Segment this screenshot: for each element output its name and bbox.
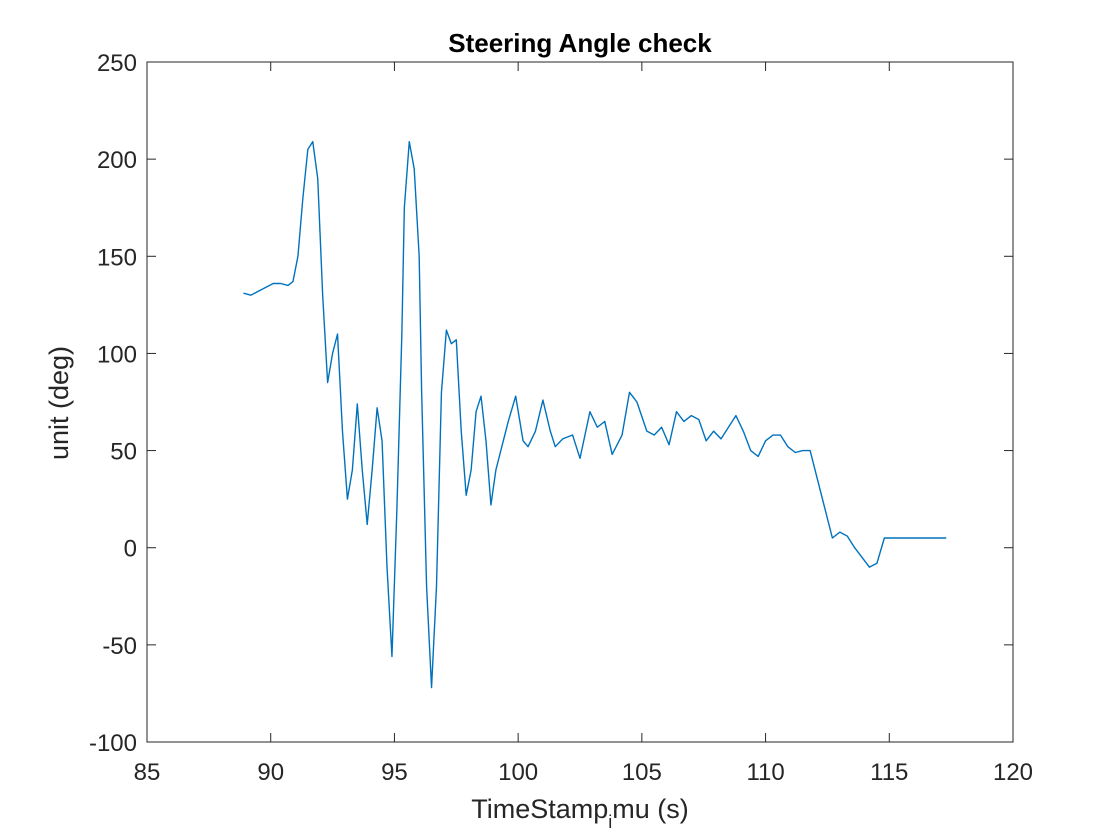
- axes: [146, 61, 1014, 743]
- x-tick-label: 110: [746, 759, 784, 786]
- axes-box: [146, 61, 1014, 743]
- x-tick-label: 120: [993, 759, 1033, 786]
- tick-labels: 85 90 95 100 105 110 115 120 -100 -50 0 50 100 150 200…: [89, 50, 1033, 786]
- y-tick-label: 250: [97, 50, 137, 77]
- y-tick-label: 150: [97, 244, 137, 271]
- x-tick-label: 85: [134, 759, 161, 786]
- x-tick-label: 100: [498, 759, 538, 786]
- x-axis-label: TimeStampimu (s): [471, 794, 689, 832]
- y-tick-label: 50: [110, 439, 137, 466]
- x-axis-label-main: TimeStamp: [471, 794, 608, 824]
- y-tick-label: 100: [97, 341, 137, 368]
- x-tick-label: 90: [257, 759, 284, 786]
- chart-title: Steering Angle check: [448, 28, 712, 58]
- y-tick-label: 200: [97, 147, 137, 174]
- x-tick-label: 105: [622, 759, 662, 786]
- y-tick-label: -100: [89, 730, 137, 757]
- x-axis-label-rest: mu (s): [612, 794, 689, 824]
- y-tick-label: 0: [124, 536, 137, 563]
- x-tick-label: 95: [381, 759, 408, 786]
- y-tick-label: -50: [102, 633, 137, 660]
- y-axis-label: unit (deg): [44, 346, 74, 460]
- x-tick-label: 115: [870, 759, 908, 786]
- data-series-line-0: [243, 140, 947, 689]
- tick-marks: [146, 61, 1014, 743]
- plot-area: [243, 140, 947, 689]
- x-axis-label-subscript: i: [608, 812, 612, 832]
